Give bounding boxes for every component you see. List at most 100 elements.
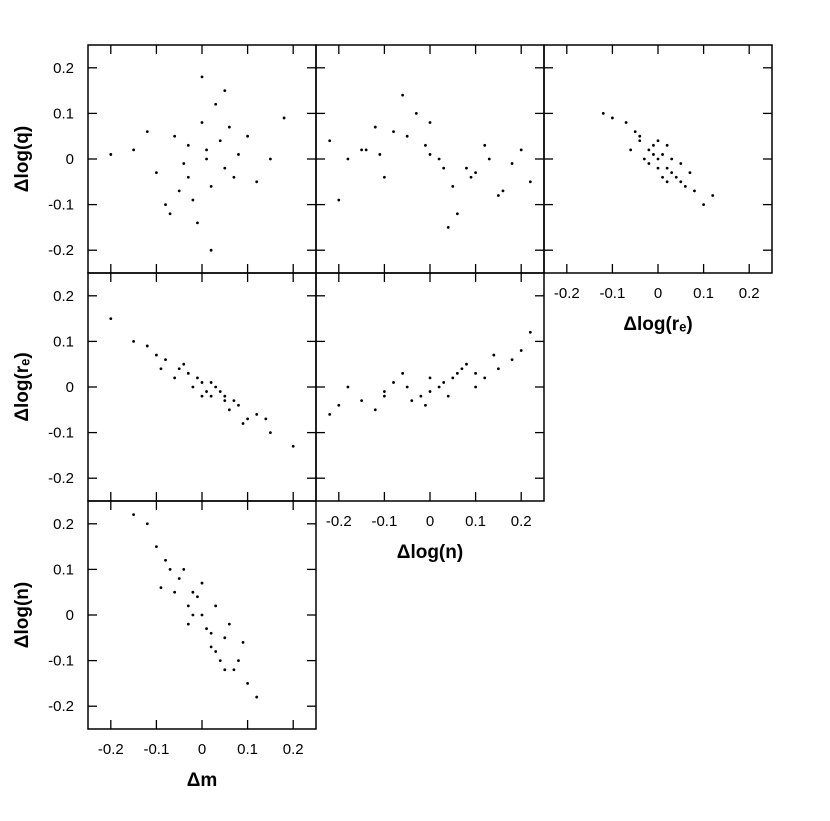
point bbox=[446, 226, 450, 229]
point bbox=[164, 558, 167, 562]
point bbox=[155, 545, 158, 548]
point bbox=[455, 212, 459, 216]
y-tick-label: 0.2 bbox=[53, 516, 74, 533]
point bbox=[186, 175, 190, 179]
point bbox=[200, 381, 204, 384]
y-tick-label: 0 bbox=[66, 151, 74, 168]
point bbox=[186, 604, 190, 608]
point bbox=[487, 157, 491, 161]
point bbox=[109, 153, 113, 156]
y-tick-label: -0.1 bbox=[48, 425, 74, 442]
point bbox=[337, 198, 341, 202]
point bbox=[269, 431, 272, 434]
point bbox=[209, 394, 213, 398]
point bbox=[196, 595, 199, 599]
point bbox=[642, 157, 646, 161]
y-tick-label: -0.2 bbox=[48, 242, 74, 259]
point bbox=[693, 189, 696, 193]
point bbox=[469, 175, 473, 179]
point bbox=[510, 358, 514, 362]
point bbox=[346, 385, 350, 389]
point bbox=[424, 143, 427, 147]
point bbox=[483, 143, 487, 147]
point bbox=[246, 134, 250, 138]
x-axis-label: Δlog(rₑ) bbox=[623, 314, 692, 335]
point bbox=[214, 604, 218, 608]
point bbox=[205, 390, 208, 393]
point bbox=[232, 399, 236, 403]
point bbox=[661, 175, 664, 179]
point bbox=[383, 394, 386, 398]
point bbox=[460, 367, 464, 371]
x-tick-label: 0.1 bbox=[693, 285, 714, 302]
point bbox=[360, 399, 363, 403]
point bbox=[670, 171, 674, 175]
point bbox=[209, 184, 213, 188]
point bbox=[200, 613, 204, 617]
point bbox=[405, 385, 409, 389]
point bbox=[519, 349, 523, 352]
point bbox=[652, 153, 655, 156]
point bbox=[665, 180, 669, 184]
point bbox=[182, 362, 186, 366]
panel-frame bbox=[87, 272, 317, 502]
point bbox=[132, 340, 136, 343]
x-tick-label: -0.2 bbox=[326, 513, 352, 530]
point bbox=[670, 157, 674, 161]
point bbox=[191, 613, 195, 617]
x-tick-label: 0 bbox=[198, 741, 206, 758]
point bbox=[223, 166, 227, 170]
point bbox=[168, 212, 172, 216]
point bbox=[492, 353, 496, 357]
y-tick-label: 0.2 bbox=[53, 60, 74, 77]
point bbox=[410, 399, 414, 403]
x-tick-label: 0 bbox=[426, 513, 434, 530]
point bbox=[611, 116, 614, 120]
point bbox=[474, 385, 477, 389]
point bbox=[401, 371, 405, 375]
point bbox=[218, 139, 222, 143]
point bbox=[223, 636, 227, 640]
point bbox=[428, 376, 432, 380]
point bbox=[182, 162, 186, 165]
point bbox=[419, 394, 423, 398]
point bbox=[291, 444, 295, 448]
point bbox=[601, 112, 605, 115]
point bbox=[209, 248, 213, 252]
y-tick-label: 0.1 bbox=[53, 105, 74, 122]
point bbox=[647, 162, 651, 165]
point bbox=[497, 367, 500, 371]
point bbox=[145, 344, 149, 348]
point bbox=[474, 171, 477, 175]
x-tick-label: -0.1 bbox=[599, 285, 625, 302]
point bbox=[711, 194, 715, 197]
point bbox=[401, 93, 405, 97]
point bbox=[173, 376, 177, 380]
point bbox=[269, 157, 272, 161]
point bbox=[405, 134, 409, 138]
point bbox=[196, 221, 199, 225]
point bbox=[237, 153, 240, 156]
point bbox=[232, 668, 236, 672]
point bbox=[164, 358, 167, 362]
point bbox=[638, 139, 642, 143]
point bbox=[528, 330, 532, 334]
point bbox=[465, 166, 468, 170]
point bbox=[223, 399, 227, 403]
point bbox=[497, 194, 500, 197]
point bbox=[132, 513, 136, 517]
point bbox=[428, 121, 432, 124]
point bbox=[145, 130, 149, 134]
point bbox=[196, 376, 199, 380]
point bbox=[186, 622, 190, 626]
point bbox=[451, 184, 455, 188]
point bbox=[191, 198, 195, 202]
point bbox=[232, 175, 236, 179]
point bbox=[173, 134, 177, 138]
point bbox=[373, 408, 377, 412]
point bbox=[474, 371, 477, 375]
point bbox=[177, 189, 181, 193]
x-tick-label: -0.1 bbox=[143, 741, 169, 758]
point bbox=[237, 659, 240, 662]
